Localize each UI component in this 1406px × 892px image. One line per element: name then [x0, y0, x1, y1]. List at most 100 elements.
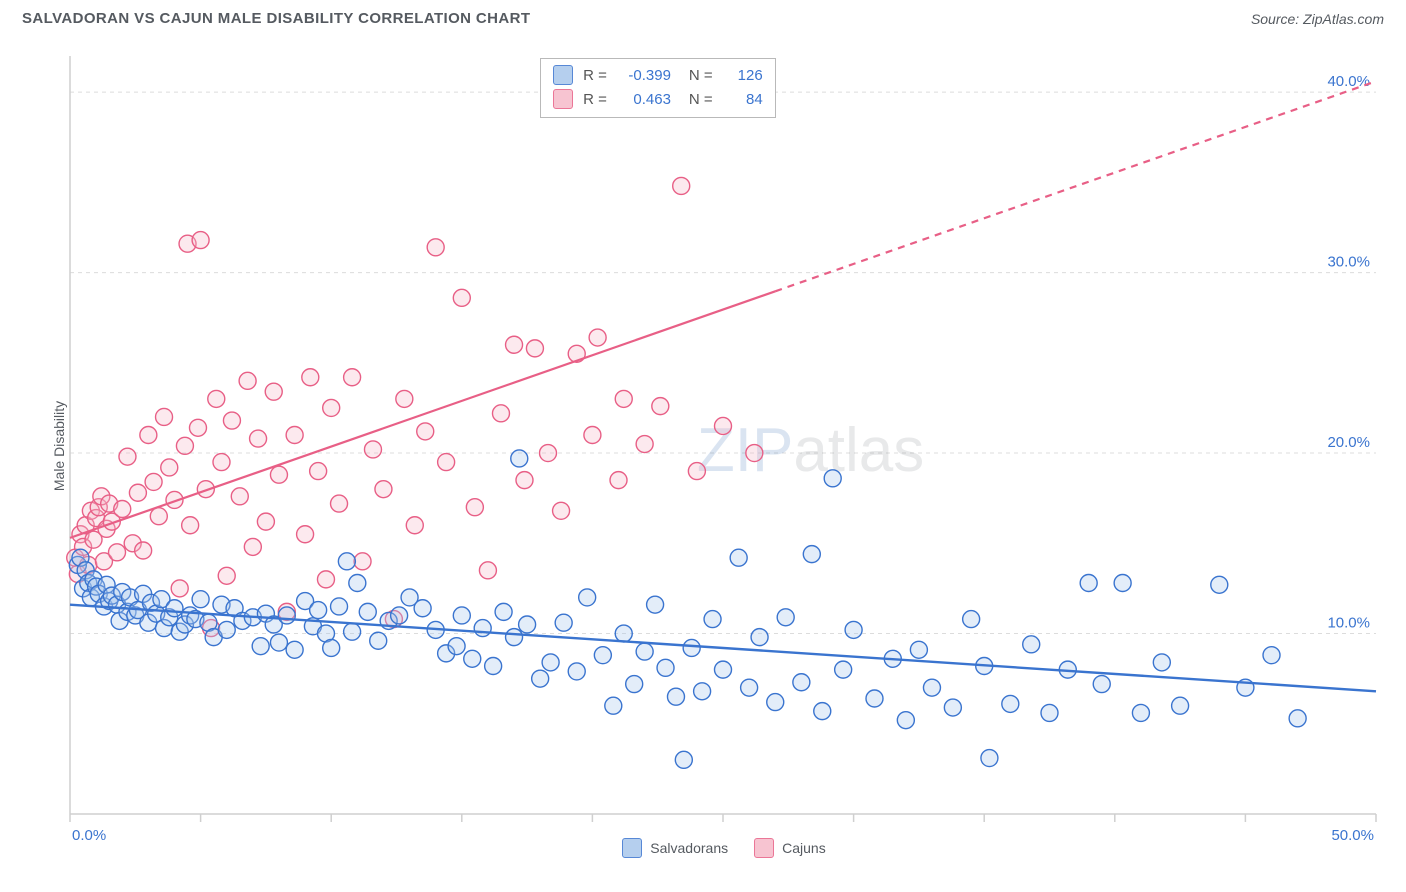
data-point-cajuns: [161, 459, 178, 476]
data-point-salvadorans: [615, 625, 632, 642]
data-point-cajuns: [223, 412, 240, 429]
data-point-cajuns: [344, 369, 361, 386]
data-point-salvadorans: [1172, 697, 1189, 714]
data-point-cajuns: [119, 448, 136, 465]
scatter-chart: 0.0%50.0%10.0%20.0%30.0%40.0%ZIPatlas: [54, 48, 1394, 862]
data-point-cajuns: [479, 562, 496, 579]
data-point-salvadorans: [866, 690, 883, 707]
data-point-salvadorans: [626, 676, 643, 693]
data-point-cajuns: [140, 427, 157, 444]
legend-item: Cajuns: [754, 838, 826, 858]
data-point-cajuns: [715, 417, 732, 434]
data-point-cajuns: [109, 544, 126, 561]
data-point-salvadorans: [218, 621, 235, 638]
data-point-cajuns: [331, 495, 348, 512]
data-point-salvadorans: [981, 750, 998, 767]
data-point-cajuns: [182, 517, 199, 534]
data-point-cajuns: [270, 466, 287, 483]
data-point-salvadorans: [1114, 574, 1131, 591]
r-label: R =: [583, 91, 607, 108]
data-point-cajuns: [615, 390, 632, 407]
n-value: 126: [723, 67, 763, 84]
legend-swatch: [553, 89, 573, 109]
data-point-cajuns: [189, 419, 206, 436]
legend-swatch: [754, 838, 774, 858]
data-point-salvadorans: [555, 614, 572, 631]
data-point-salvadorans: [963, 611, 980, 628]
data-point-salvadorans: [683, 639, 700, 656]
data-point-salvadorans: [1041, 704, 1058, 721]
y-tick-label: 40.0%: [1327, 73, 1370, 90]
data-point-salvadorans: [1289, 710, 1306, 727]
data-point-cajuns: [192, 232, 209, 249]
data-point-salvadorans: [803, 546, 820, 563]
data-point-salvadorans: [636, 643, 653, 660]
data-point-salvadorans: [594, 647, 611, 664]
data-point-cajuns: [688, 463, 705, 480]
data-point-cajuns: [492, 405, 509, 422]
data-point-cajuns: [250, 430, 267, 447]
data-point-cajuns: [526, 340, 543, 357]
y-tick-label: 10.0%: [1327, 615, 1370, 632]
data-point-salvadorans: [448, 638, 465, 655]
data-point-cajuns: [176, 437, 193, 454]
data-point-salvadorans: [464, 650, 481, 667]
data-point-salvadorans: [414, 600, 431, 617]
data-point-cajuns: [354, 553, 371, 570]
legend-label: Salvadorans: [650, 840, 728, 856]
data-point-salvadorans: [751, 629, 768, 646]
data-point-salvadorans: [370, 632, 387, 649]
r-value: 0.463: [617, 91, 671, 108]
data-point-salvadorans: [675, 751, 692, 768]
data-point-salvadorans: [286, 641, 303, 658]
data-point-cajuns: [584, 427, 601, 444]
data-point-salvadorans: [657, 659, 674, 676]
data-point-salvadorans: [605, 697, 622, 714]
data-point-salvadorans: [474, 620, 491, 637]
data-point-salvadorans: [741, 679, 758, 696]
y-tick-label: 30.0%: [1327, 254, 1370, 271]
data-point-salvadorans: [166, 600, 183, 617]
data-point-salvadorans: [777, 609, 794, 626]
data-point-salvadorans: [495, 603, 512, 620]
data-point-salvadorans: [715, 661, 732, 678]
data-point-cajuns: [652, 398, 669, 415]
data-point-salvadorans: [647, 596, 664, 613]
data-point-cajuns: [310, 463, 327, 480]
data-point-cajuns: [417, 423, 434, 440]
data-point-cajuns: [156, 408, 173, 425]
data-point-cajuns: [208, 390, 225, 407]
data-point-cajuns: [150, 508, 167, 525]
data-point-cajuns: [286, 427, 303, 444]
trend-line-cajuns: [70, 291, 775, 538]
data-point-salvadorans: [897, 712, 914, 729]
data-point-salvadorans: [270, 634, 287, 651]
data-point-salvadorans: [1211, 576, 1228, 593]
data-point-cajuns: [516, 472, 533, 489]
data-point-cajuns: [244, 538, 261, 555]
data-point-salvadorans: [824, 470, 841, 487]
data-point-cajuns: [257, 513, 274, 530]
data-point-salvadorans: [1023, 636, 1040, 653]
data-point-salvadorans: [331, 598, 348, 615]
data-point-salvadorans: [278, 607, 295, 624]
data-point-salvadorans: [542, 654, 559, 671]
data-point-salvadorans: [506, 629, 523, 646]
data-point-cajuns: [364, 441, 381, 458]
data-point-salvadorans: [793, 674, 810, 691]
data-point-salvadorans: [391, 607, 408, 624]
r-value: -0.399: [617, 67, 671, 84]
data-point-salvadorans: [252, 638, 269, 655]
legend-swatch: [553, 65, 573, 85]
chart-area: 0.0%50.0%10.0%20.0%30.0%40.0%ZIPatlas R …: [54, 48, 1394, 862]
data-point-cajuns: [406, 517, 423, 534]
data-point-cajuns: [135, 542, 152, 559]
data-point-cajuns: [129, 484, 146, 501]
data-point-salvadorans: [1153, 654, 1170, 671]
data-point-salvadorans: [310, 602, 327, 619]
data-point-salvadorans: [511, 450, 528, 467]
y-tick-label: 20.0%: [1327, 434, 1370, 451]
data-point-cajuns: [114, 500, 131, 517]
data-point-cajuns: [466, 499, 483, 516]
data-point-salvadorans: [568, 663, 585, 680]
